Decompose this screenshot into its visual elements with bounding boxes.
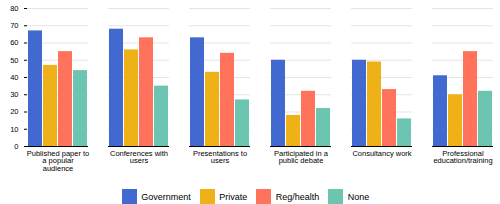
svg-text:0: 0 bbox=[14, 142, 18, 151]
svg-text:Presentations tousers: Presentations tousers bbox=[193, 149, 247, 166]
svg-text:Published paper toa popularaud: Published paper toa popularaudience bbox=[27, 149, 90, 173]
svg-text:30: 30 bbox=[10, 90, 18, 99]
html-text:None: None bbox=[347, 191, 370, 202]
svg-text:Participated in apublic debate: Participated in apublic debate bbox=[274, 149, 329, 166]
svg-text:70: 70 bbox=[10, 21, 18, 30]
svg-text:Conferences withusers: Conferences withusers bbox=[110, 149, 168, 166]
svg-text:80: 80 bbox=[10, 4, 18, 13]
svg-text:Professionaleducation/training: Professionaleducation/training bbox=[433, 149, 492, 166]
html-text:Private: Private bbox=[219, 191, 248, 202]
svg-text:50: 50 bbox=[10, 56, 18, 65]
html-text:Reg/health: Reg/health bbox=[275, 191, 320, 202]
html-text:Government: Government bbox=[141, 191, 191, 202]
svg-text:60: 60 bbox=[10, 38, 18, 47]
svg-text:Consultancy work: Consultancy work bbox=[352, 149, 411, 158]
svg-text:10: 10 bbox=[10, 125, 18, 134]
svg-text:40: 40 bbox=[10, 73, 18, 82]
svg-text:20: 20 bbox=[10, 107, 18, 116]
